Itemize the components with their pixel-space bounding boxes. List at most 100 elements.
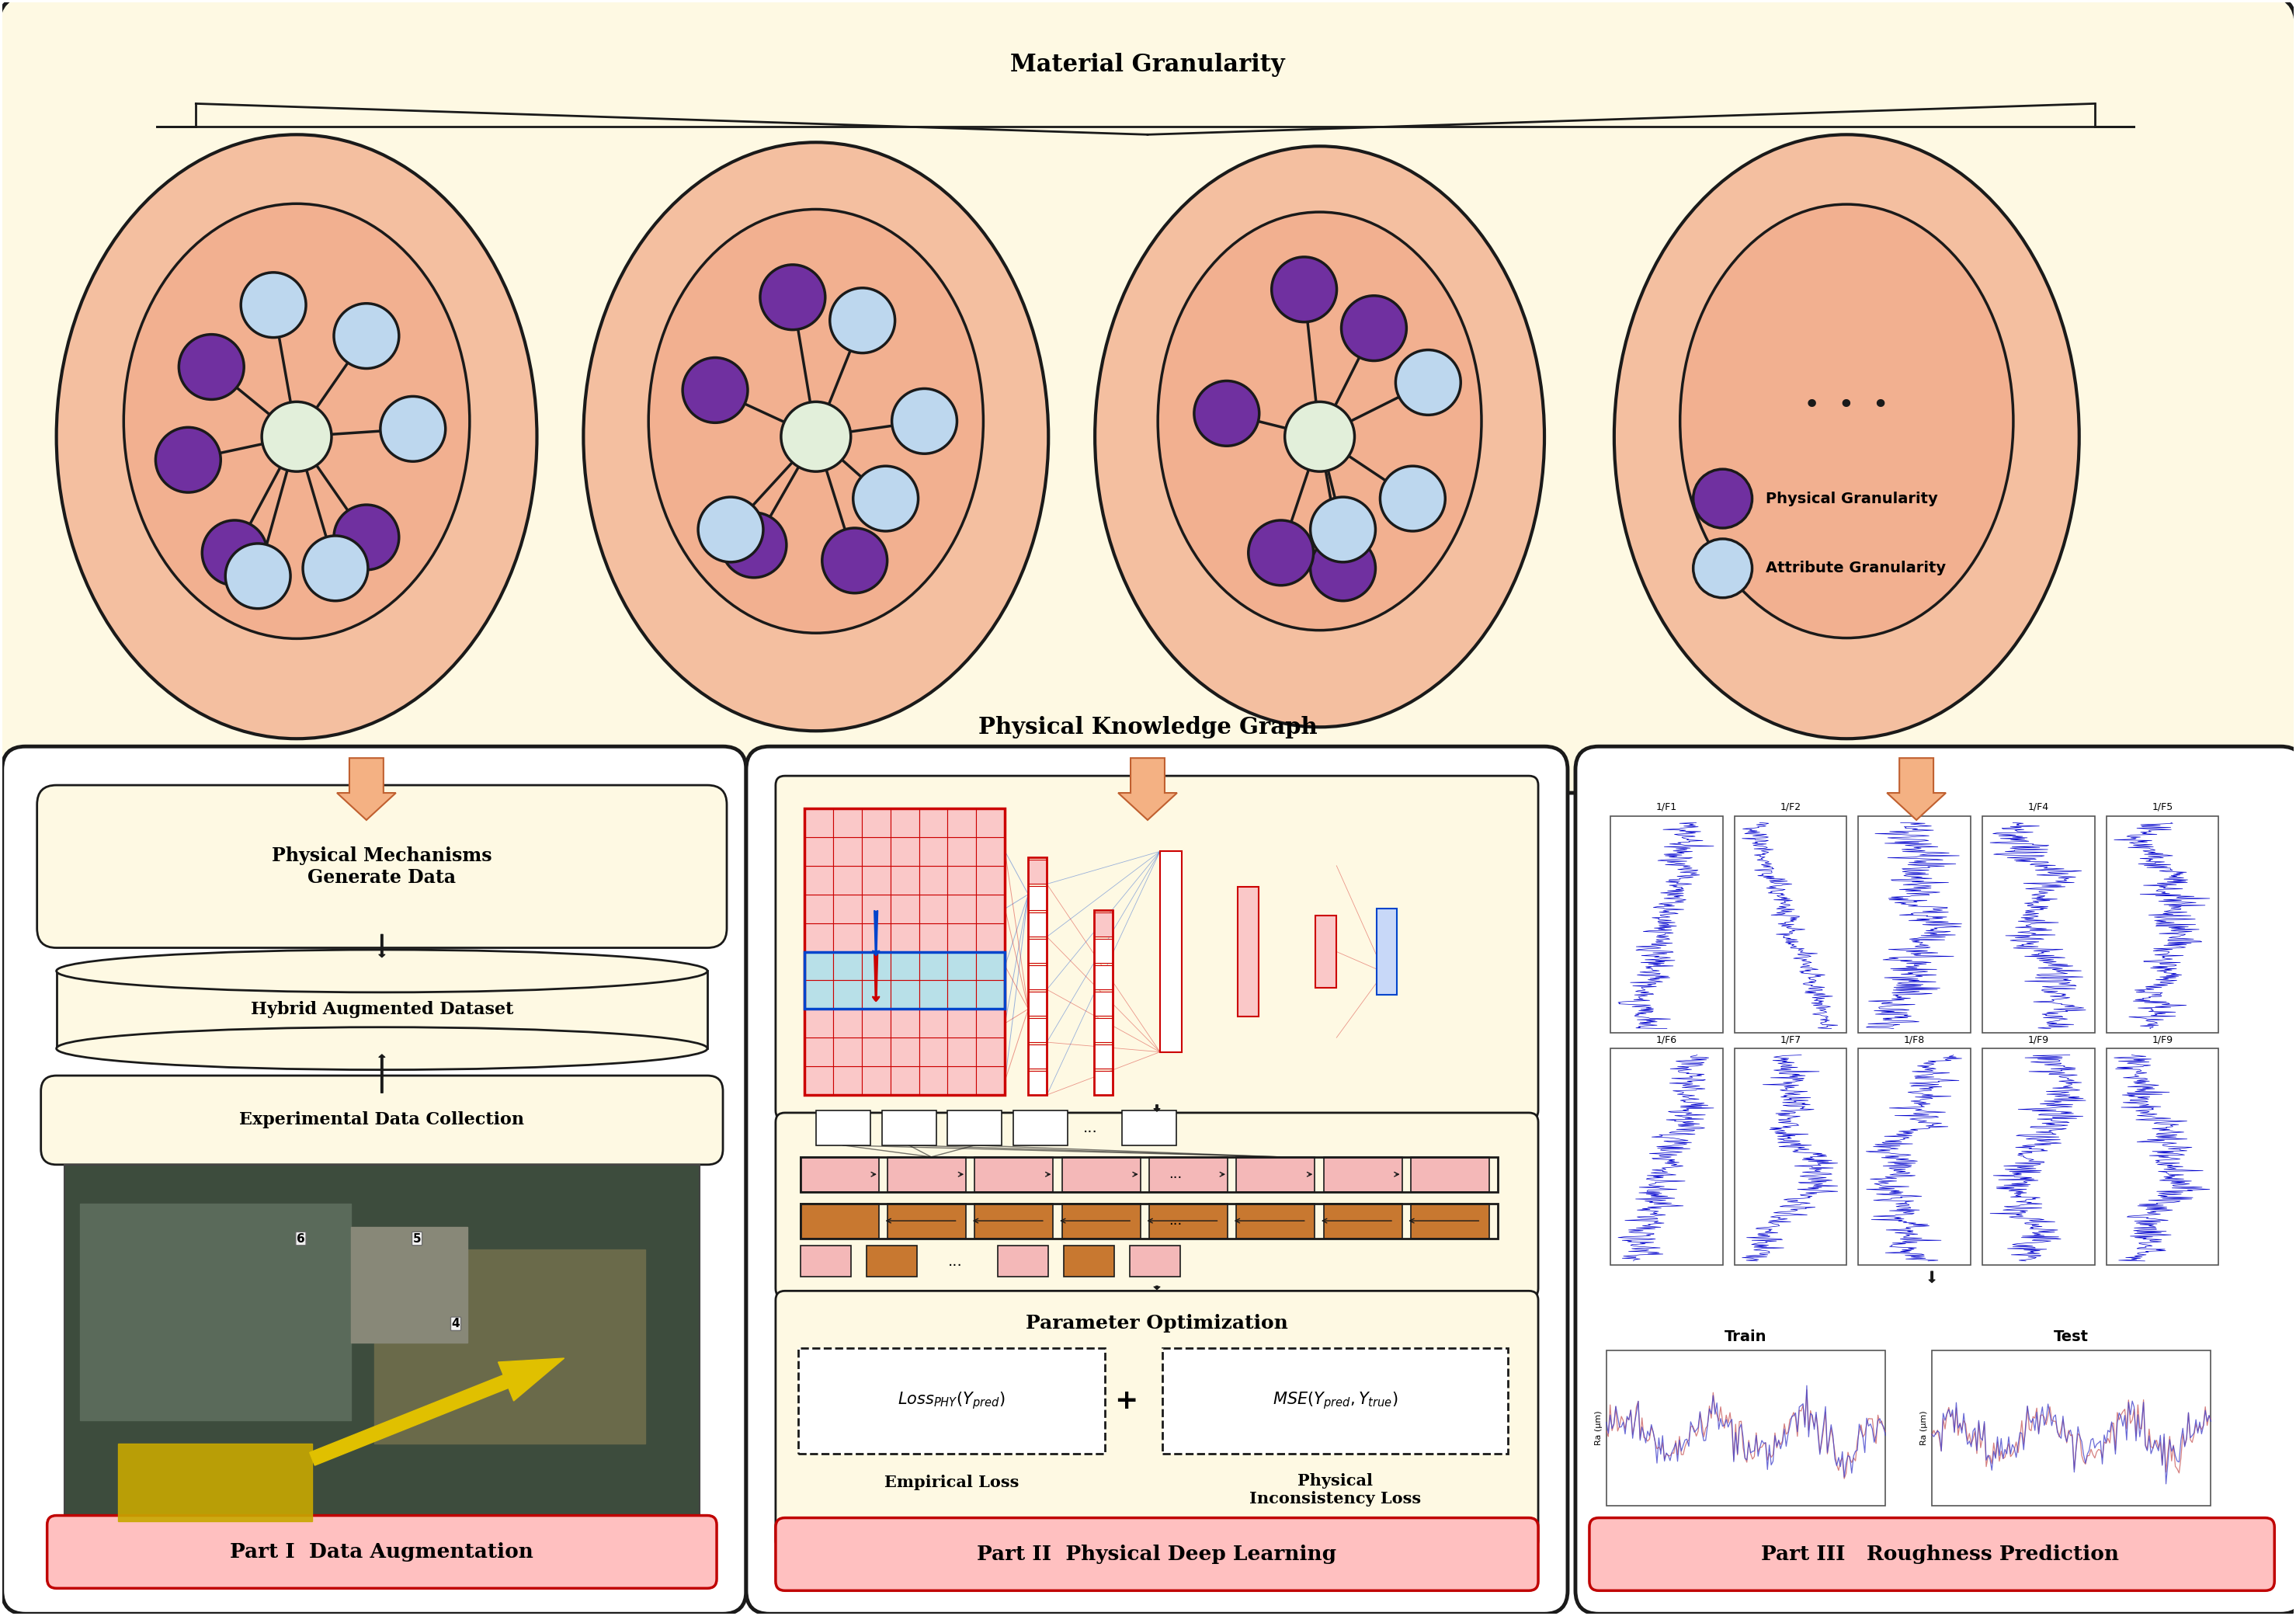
Ellipse shape — [124, 204, 471, 638]
Bar — [976, 866, 1006, 894]
FancyArrow shape — [338, 758, 395, 819]
Circle shape — [1692, 469, 1752, 528]
FancyBboxPatch shape — [776, 1517, 1538, 1590]
Bar — [1029, 1071, 1047, 1096]
Ellipse shape — [647, 208, 983, 633]
Bar — [976, 952, 1006, 981]
Circle shape — [333, 304, 400, 368]
Bar — [976, 981, 1006, 1008]
FancyBboxPatch shape — [1575, 747, 2296, 1614]
Bar — [1095, 992, 1114, 1016]
Circle shape — [1692, 538, 1752, 598]
FancyBboxPatch shape — [48, 1516, 716, 1589]
Bar — [1029, 858, 1047, 1096]
Bar — [891, 1037, 918, 1067]
Text: 1/F5: 1/F5 — [2151, 802, 2172, 813]
Bar — [1981, 816, 2094, 1033]
FancyBboxPatch shape — [799, 1348, 1104, 1453]
Ellipse shape — [57, 950, 707, 992]
Bar — [918, 894, 948, 923]
Bar — [889, 1157, 967, 1191]
Bar — [1130, 1246, 1180, 1277]
Bar — [861, 981, 891, 1008]
Bar — [804, 1037, 833, 1067]
Bar — [1095, 965, 1114, 989]
Text: 1/F9: 1/F9 — [2151, 1034, 2172, 1044]
Bar — [882, 1110, 937, 1146]
Circle shape — [202, 520, 266, 585]
Bar — [1857, 816, 1970, 1033]
Bar — [1095, 910, 1114, 1096]
Text: 1/F3: 1/F3 — [1903, 802, 1924, 813]
Bar — [804, 808, 1006, 1096]
Bar — [948, 866, 976, 894]
Text: Experimental Data Collection: Experimental Data Collection — [239, 1112, 523, 1128]
Bar — [1029, 939, 1047, 963]
Ellipse shape — [1681, 204, 2014, 638]
Text: Hybrid Augmented Dataset: Hybrid Augmented Dataset — [250, 1002, 514, 1018]
Bar — [999, 1246, 1049, 1277]
Bar — [833, 923, 861, 952]
Bar — [801, 1157, 879, 1191]
Bar — [1013, 1110, 1068, 1146]
Text: 1/F1: 1/F1 — [1655, 802, 1676, 813]
Bar — [918, 866, 948, 894]
Text: $Loss_{PHY}(Y_{pred})$: $Loss_{PHY}(Y_{pred})$ — [898, 1390, 1006, 1411]
Bar — [976, 1067, 1006, 1096]
Bar — [1235, 1204, 1316, 1238]
Bar — [861, 808, 891, 837]
Text: Attribute Granularity: Attribute Granularity — [1766, 561, 1945, 575]
Bar — [861, 923, 891, 952]
Bar — [948, 1110, 1001, 1146]
Bar — [1159, 852, 1182, 1052]
Bar — [976, 923, 1006, 952]
Bar — [861, 894, 891, 923]
Bar — [1095, 913, 1114, 937]
Ellipse shape — [57, 134, 537, 739]
Bar — [1029, 1018, 1047, 1042]
Text: Physical Knowledge Graph: Physical Knowledge Graph — [978, 716, 1318, 739]
Circle shape — [1311, 537, 1375, 601]
Circle shape — [698, 498, 762, 562]
Bar — [804, 837, 833, 866]
Bar — [891, 837, 918, 866]
FancyBboxPatch shape — [1589, 1517, 2275, 1590]
FancyBboxPatch shape — [746, 747, 1568, 1614]
Text: 1/F9: 1/F9 — [2027, 1034, 2048, 1044]
Bar — [891, 866, 918, 894]
Bar — [861, 1037, 891, 1067]
Text: Physical
Inconsistency Loss: Physical Inconsistency Loss — [1249, 1474, 1421, 1506]
Bar — [861, 952, 891, 981]
Text: Parameter Optimization: Parameter Optimization — [1026, 1314, 1288, 1333]
Bar — [891, 1008, 918, 1037]
Bar — [833, 952, 861, 981]
Bar — [1095, 1071, 1114, 1096]
Bar — [1063, 1157, 1141, 1191]
Text: 1/F2: 1/F2 — [1779, 802, 1800, 813]
Circle shape — [333, 504, 400, 570]
Bar — [891, 894, 918, 923]
Text: ...: ... — [1084, 1120, 1097, 1134]
Circle shape — [1341, 296, 1407, 360]
Bar — [804, 866, 833, 894]
Bar — [1029, 965, 1047, 989]
Text: Ra (μm): Ra (μm) — [1919, 1411, 1929, 1445]
Text: 1/F6: 1/F6 — [1655, 1034, 1676, 1044]
Bar — [1410, 1204, 1490, 1238]
Bar — [1095, 1018, 1114, 1042]
Bar — [2105, 816, 2218, 1033]
Bar — [1029, 1044, 1047, 1068]
Bar — [976, 808, 1006, 837]
Bar — [2105, 1049, 2218, 1265]
FancyBboxPatch shape — [776, 1113, 1538, 1298]
Bar — [833, 981, 861, 1008]
FancyBboxPatch shape — [41, 1076, 723, 1165]
Ellipse shape — [1095, 145, 1545, 727]
Bar — [948, 952, 976, 981]
FancyBboxPatch shape — [1162, 1348, 1508, 1453]
Bar — [918, 952, 948, 981]
Bar — [948, 923, 976, 952]
Bar — [948, 837, 976, 866]
Circle shape — [891, 388, 957, 454]
Bar — [1235, 1157, 1316, 1191]
